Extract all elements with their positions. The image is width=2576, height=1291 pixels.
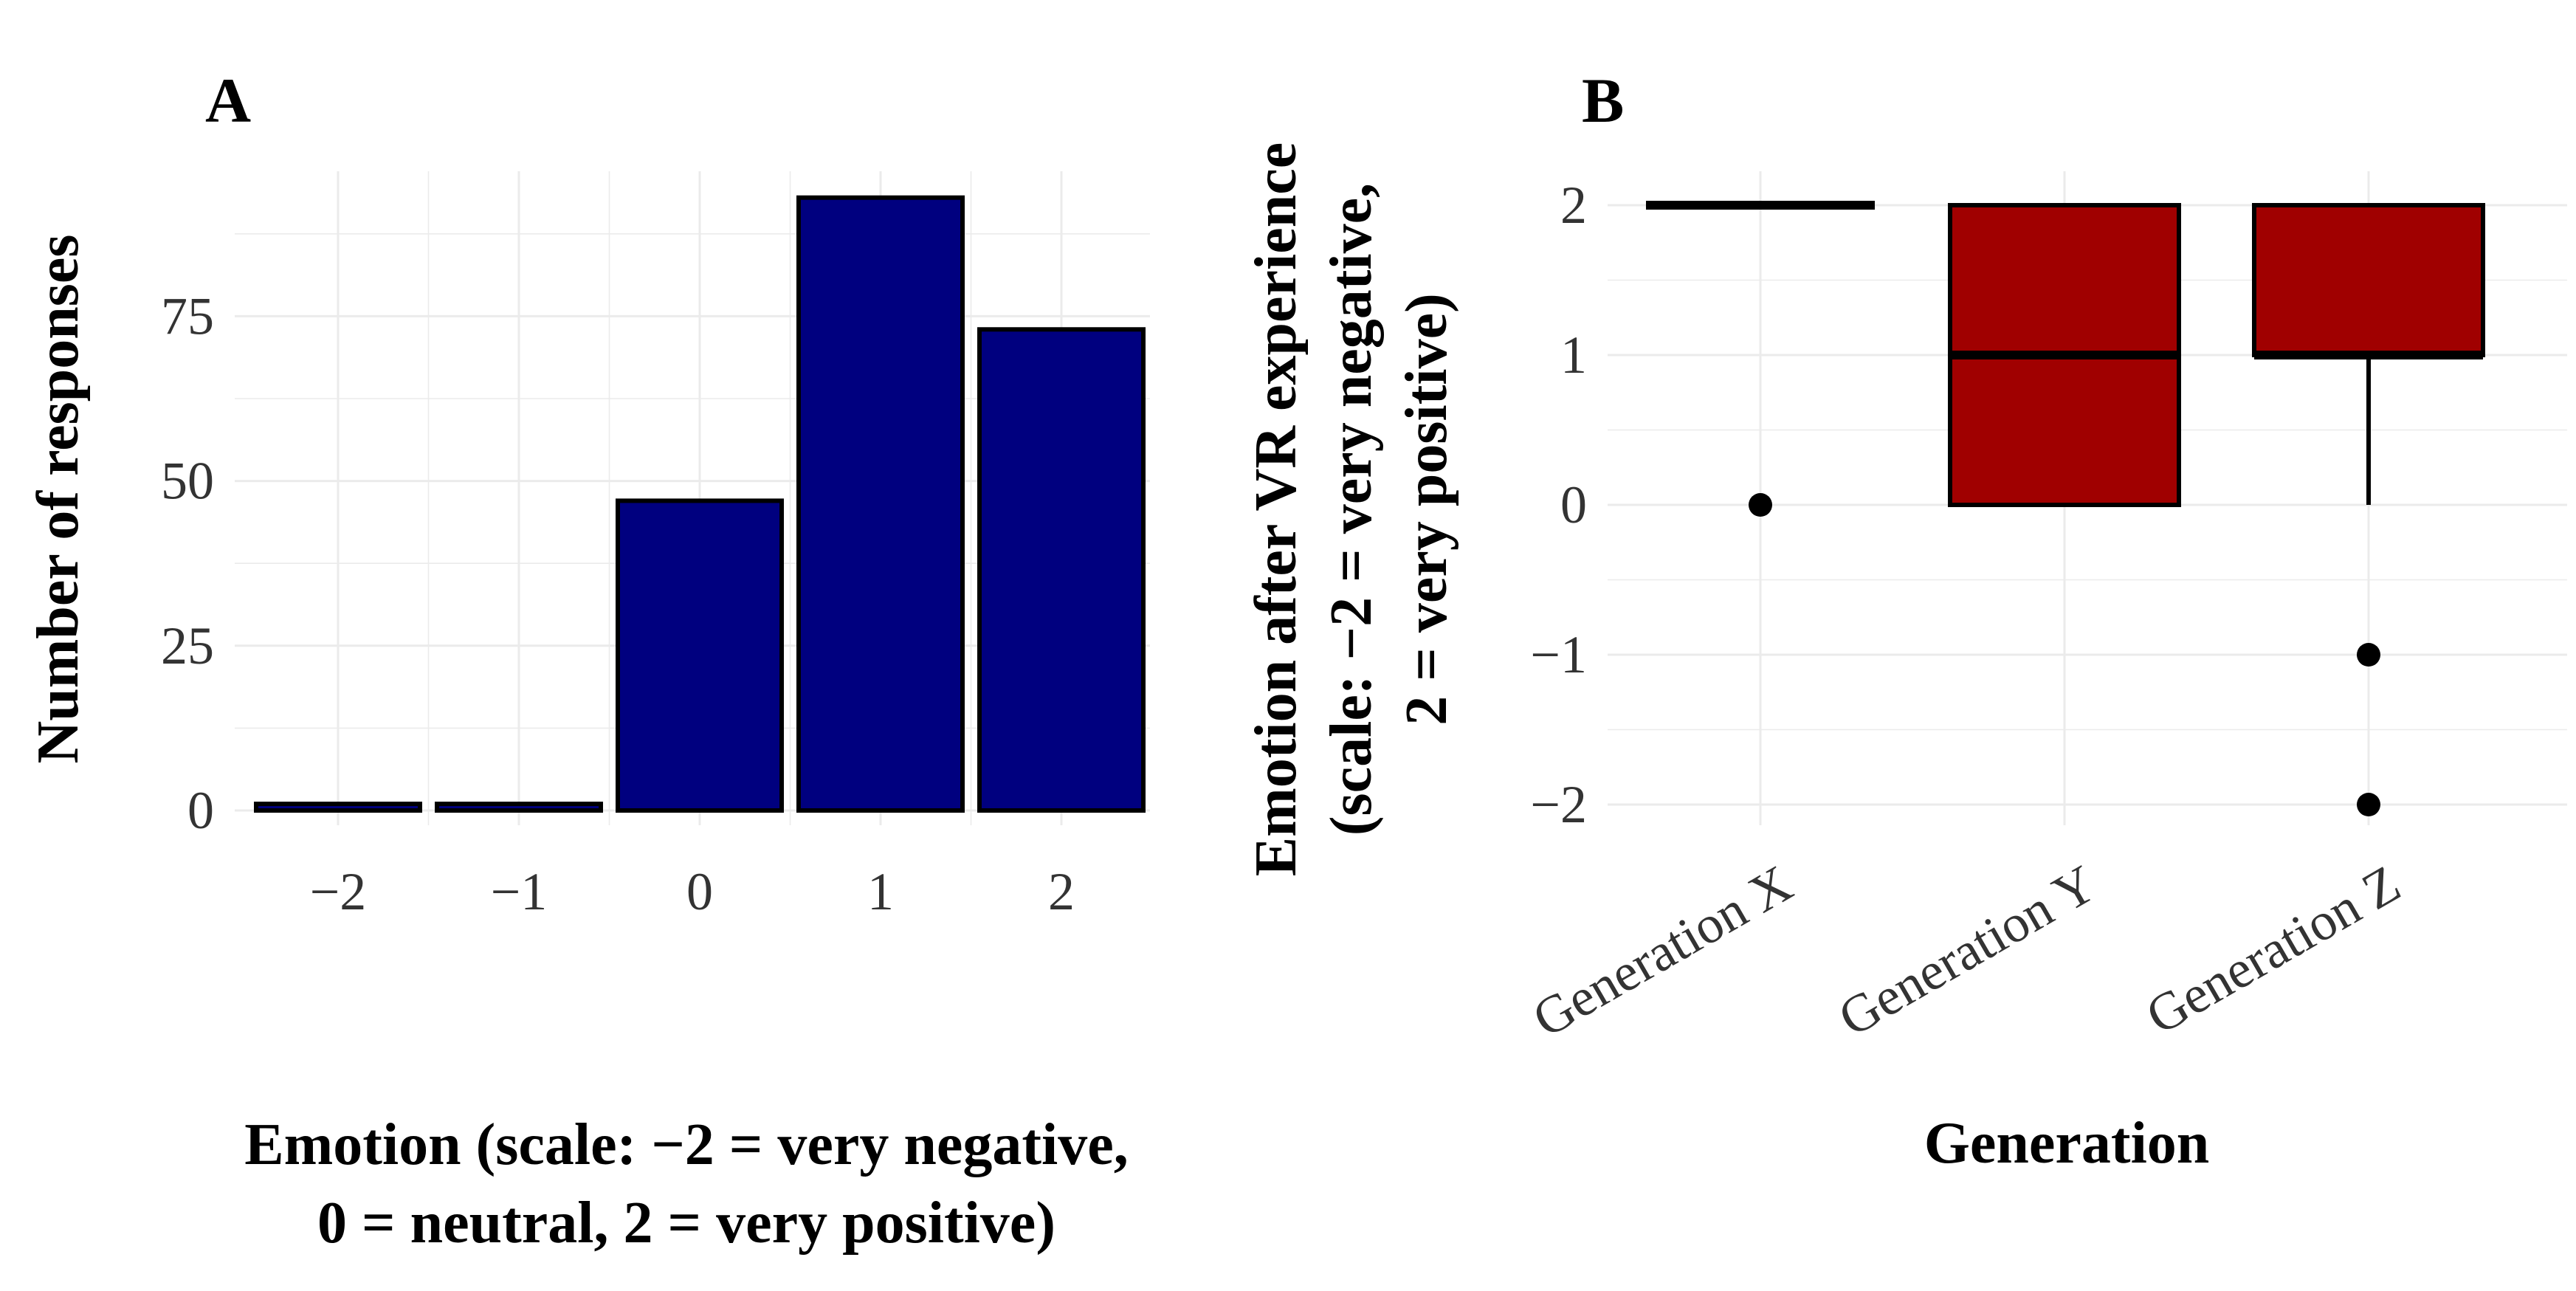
panel-a-x-tick-label: 0	[686, 862, 713, 921]
panel-b-y-axis-title: Emotion after VR experience (scale: −2 =…	[1244, 142, 1459, 877]
panel-a-y-tick-label: 25	[161, 616, 214, 675]
panel-a-x-axis-title-line2: 0 = neutral, 2 = very positive)	[317, 1191, 1055, 1256]
box-0	[1646, 201, 1875, 517]
bar-0	[254, 802, 422, 813]
panel-a-y-ticks: 0 25 50 75	[161, 286, 214, 840]
panel-b-boxes	[1646, 201, 2485, 816]
panel-b-y-axis-title-line1: Emotion after VR experience	[1244, 142, 1309, 877]
panel-a-x-tick-label: −2	[310, 862, 367, 921]
bar-4	[977, 327, 1146, 813]
panel-b-y-tick-label: 2	[1560, 176, 1587, 235]
panel-b-x-axis-title: Generation	[1924, 1111, 2210, 1176]
panel-a-tag: A	[205, 65, 251, 136]
panel-b-x-tick-label: Generation X	[1523, 854, 1802, 1049]
panel-a-y-tick-label: 0	[187, 781, 214, 840]
panel-b-y-axis-title-line3: 2 = very positive)	[1394, 293, 1459, 725]
panel-a-x-tick-label: 2	[1048, 862, 1075, 921]
panel-b-tag: B	[1582, 65, 1624, 136]
panel-a-x-tick-label: −1	[491, 862, 548, 921]
panel-b-x-tick-label: Generation Y	[1829, 854, 2106, 1048]
bar-3	[796, 195, 965, 813]
panel-b-x-tick-label: Generation Z	[2136, 854, 2410, 1046]
outlier-point	[2357, 643, 2380, 667]
panel-b-x-ticks: Generation X Generation Y Generation Z	[1523, 854, 2410, 1049]
panel-b-y-tick-label: −1	[1530, 625, 1587, 684]
outlier-point	[2357, 793, 2380, 816]
panel-a-x-ticks: −2 −1 0 1 2	[310, 862, 1075, 921]
panel-a-x-axis-title-line1: Emotion (scale: −2 = very negative,	[244, 1112, 1129, 1177]
panel-a-bars	[254, 195, 1146, 813]
box-1	[1948, 203, 2181, 507]
panel-b-y-tick-label: 0	[1560, 475, 1587, 534]
bar-2	[616, 498, 784, 813]
panel-b-y-axis-title-line2: (scale: −2 = very negative,	[1319, 183, 1384, 836]
box-body	[2252, 203, 2485, 357]
panel-b-y-tick-label: −2	[1530, 775, 1587, 834]
box-2	[2252, 203, 2485, 816]
panel-a-x-tick-label: 1	[867, 862, 894, 921]
panel-b-y-ticks: −2 −1 0 1 2	[1530, 176, 1587, 834]
panel-a-y-tick-label: 75	[161, 286, 214, 345]
panel-a-y-tick-label: 50	[161, 452, 214, 511]
bar-1	[435, 802, 603, 813]
panel-b-y-tick-label: 1	[1560, 326, 1587, 385]
panel-a-y-axis-title: Number of responses	[26, 234, 91, 763]
panel-a: A 0 25 50 75 −2 −1 0 1 2 Number of responses Em…	[26, 65, 1150, 1256]
outlier-point	[1749, 493, 1772, 517]
